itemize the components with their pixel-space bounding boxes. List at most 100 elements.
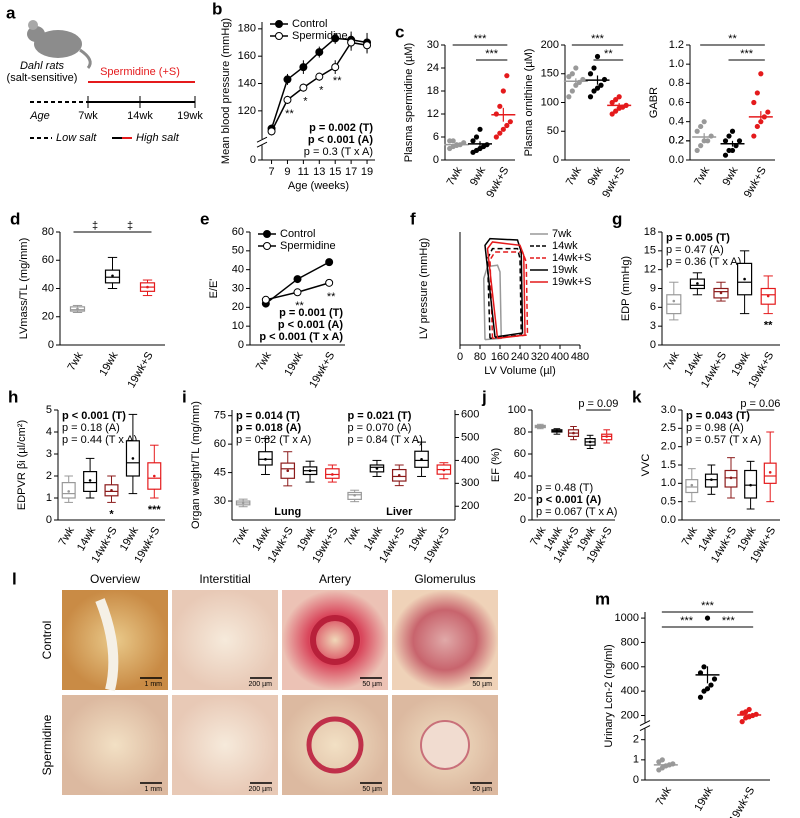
- y-tick-label: 0.2: [669, 135, 684, 147]
- y-tick-label: 160: [238, 50, 256, 62]
- stat-text: p = 0.82 (T x A): [236, 434, 311, 446]
- y-tick-label: 20: [42, 311, 54, 323]
- point: [293, 288, 302, 297]
- mean-dot: [131, 457, 135, 460]
- y-tick-label: 60: [514, 448, 526, 460]
- y-axis-label: LV pressure (mmHg): [418, 238, 430, 339]
- y-tick-label: 0.5: [661, 496, 676, 508]
- stat-text: p = 0.002 (T): [309, 122, 373, 134]
- x-tick-label: 9wk: [720, 165, 740, 188]
- point: [569, 71, 575, 77]
- point: [347, 38, 356, 47]
- y-tick-label: 2.5: [661, 422, 676, 434]
- age-axis-label: Age: [29, 110, 50, 122]
- axis-break: [639, 725, 651, 732]
- point: [325, 258, 334, 267]
- y2-tick-label: 200: [461, 500, 479, 512]
- y-axis-label: Organ weight/TL (mg/mm): [190, 401, 202, 529]
- histology: l Overview Interstitial Artery Glomerulu…: [12, 569, 498, 795]
- legend-label: 7wk: [552, 228, 572, 240]
- legend-swatch: [275, 20, 283, 28]
- x-tick-label: 19: [361, 166, 373, 178]
- bracket-label: ‡: [127, 220, 133, 232]
- scale-bar-label: 1 mm: [145, 681, 163, 688]
- x-tick-label: 400: [551, 351, 569, 363]
- point: [573, 65, 579, 71]
- y2-tick-label: 300: [461, 477, 479, 489]
- y-tick-label: 140: [238, 77, 256, 89]
- y-tick-label: 3.0: [661, 404, 676, 416]
- y-tick-label: 50: [547, 125, 559, 137]
- point: [477, 126, 483, 132]
- x-tick-label: 9wk: [468, 165, 488, 188]
- panel-letter: m: [595, 589, 610, 608]
- y-tick-label: 75: [214, 410, 226, 422]
- y-tick-label: 0: [553, 154, 559, 166]
- bracket-label: ‡: [92, 220, 98, 232]
- bracket-label: p = 0.06: [740, 398, 780, 410]
- y-tick-label: 2: [46, 470, 52, 482]
- point: [704, 686, 711, 692]
- mean-dot: [308, 469, 312, 472]
- x-tick-label: 7wk: [65, 350, 85, 373]
- y-tick-label: 20: [232, 301, 244, 313]
- point: [754, 90, 760, 96]
- point: [283, 95, 292, 104]
- point: [500, 88, 506, 94]
- point: [484, 142, 490, 148]
- y-tick-label: 40: [232, 264, 244, 276]
- axis-break: [640, 722, 650, 729]
- axis-break: [257, 139, 267, 146]
- point: [694, 147, 700, 154]
- point-label: *: [303, 96, 308, 108]
- bracket-label: ***: [740, 48, 754, 60]
- x-tick-label: 7wk: [343, 525, 363, 548]
- point: [609, 99, 615, 106]
- y-tick-label: 1.0: [669, 58, 684, 70]
- y-tick-label: 5: [46, 404, 52, 416]
- row-header: Spermidine: [40, 714, 54, 775]
- point: [616, 94, 622, 100]
- stat-text: p < 0.001 (T x A): [259, 331, 343, 343]
- x-tick-label: 19wk: [692, 785, 715, 814]
- y-tick-label: 2.0: [661, 441, 676, 453]
- point: [587, 94, 594, 100]
- mean-dot: [88, 479, 92, 482]
- x-tick-label: 7wk: [445, 165, 465, 188]
- point: [493, 111, 499, 117]
- x-tick-label: 480: [571, 351, 589, 363]
- series-line: [486, 241, 526, 340]
- point: [708, 133, 714, 139]
- mean-dot: [146, 285, 149, 289]
- panel-letter: l: [12, 569, 17, 588]
- x-tick-label: 19wk+S: [307, 350, 337, 390]
- point-label: ***: [148, 504, 162, 516]
- bracket-label: ***: [591, 33, 605, 45]
- stat-text: p = 0.014 (T): [236, 410, 300, 422]
- artery-wall: [306, 716, 364, 774]
- treatment: Spermidine (+S): [100, 66, 180, 78]
- x-tick-label: 7wk: [654, 785, 674, 808]
- point: [722, 138, 729, 144]
- mean-dot: [67, 490, 70, 493]
- y-tick-label: 1: [46, 492, 52, 504]
- mean-dot: [375, 467, 379, 470]
- x-tick-label: 17: [345, 166, 357, 178]
- y-tick-label: 2: [633, 734, 639, 746]
- y-tick-label: 45: [214, 466, 226, 478]
- point: [698, 123, 704, 130]
- x-tick-label: 14wk: [362, 525, 385, 554]
- stat-text: p < 0.001 (A): [308, 134, 373, 146]
- stat-text: p = 0.57 (T x A): [686, 434, 761, 446]
- x-tick-label: 13: [313, 166, 325, 178]
- y-tick-label: 1000: [615, 612, 639, 624]
- y-tick-label: 18: [644, 226, 656, 238]
- mean-dot: [539, 425, 542, 428]
- scale-bar-label: 50 µm: [472, 786, 492, 793]
- y-tick-label: 20: [514, 492, 526, 504]
- series-line: [484, 237, 524, 338]
- x-tick-label: 7wk: [231, 525, 251, 548]
- bracket-label: ***: [485, 48, 499, 60]
- x-tick-label: 7wk: [254, 350, 274, 373]
- bracket-label: p = 0.09: [578, 398, 618, 410]
